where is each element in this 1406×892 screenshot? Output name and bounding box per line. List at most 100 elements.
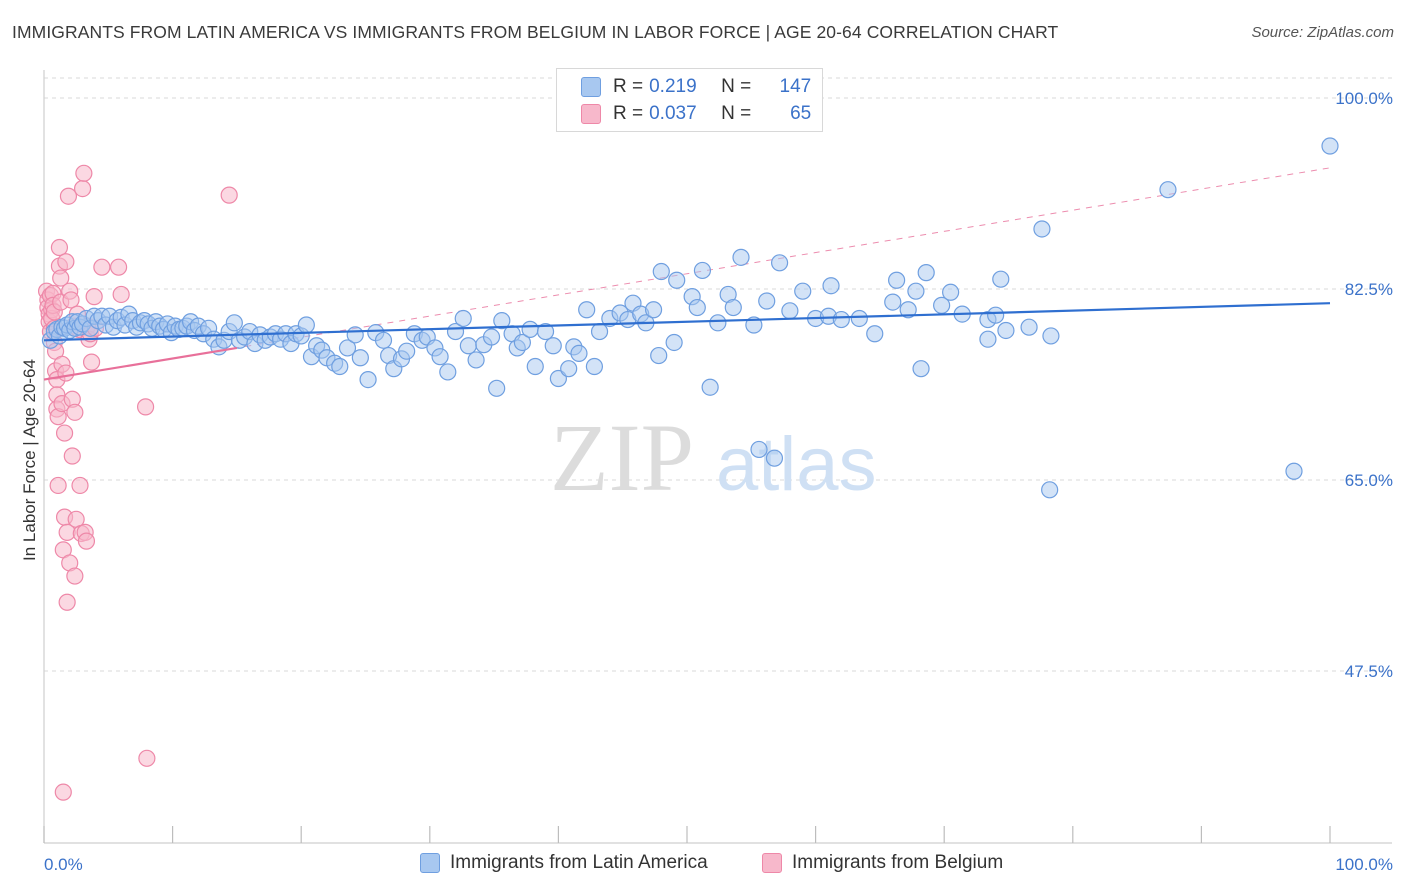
watermark: ZIP atlas: [550, 404, 877, 511]
point-latin-america: [398, 342, 416, 360]
point-belgium: [85, 288, 103, 306]
point-latin-america: [488, 379, 506, 397]
n-label: N =: [721, 76, 752, 97]
point-latin-america: [526, 357, 544, 376]
point-latin-america: [513, 333, 531, 352]
point-latin-america: [544, 337, 562, 355]
point-latin-america: [346, 326, 364, 344]
point-latin-america: [758, 292, 776, 310]
point-belgium: [59, 187, 78, 205]
point-latin-america: [888, 271, 906, 289]
point-latin-america: [822, 277, 840, 295]
y-axis-label: In Labor Force | Age 20-64: [20, 359, 39, 561]
y-tick-label: 47.5%: [1345, 662, 1393, 681]
gridlines: [44, 77, 1392, 672]
point-belgium: [138, 749, 156, 767]
legend-label: Immigrants from Belgium: [792, 852, 1004, 873]
r-value: 0.219: [649, 76, 697, 97]
legend-item-latin-america[interactable]: Immigrants from Latin America: [420, 852, 708, 874]
r-value: 0.037: [649, 103, 697, 124]
tick-labels: 100.0% 82.5% 65.0% 47.5% 0.0% 100.0%: [44, 89, 1393, 874]
watermark-atlas: atlas: [716, 422, 877, 507]
point-latin-america: [493, 312, 511, 330]
point-latin-america: [917, 264, 935, 282]
point-latin-america: [979, 330, 997, 348]
chart-title: IMMIGRANTS FROM LATIN AMERICA VS IMMIGRA…: [12, 22, 1059, 42]
point-belgium: [57, 253, 75, 271]
point-latin-america: [912, 360, 930, 378]
point-latin-america: [832, 310, 850, 329]
point-latin-america: [794, 282, 812, 300]
point-latin-america: [781, 302, 799, 320]
point-latin-america: [907, 282, 925, 300]
point-latin-america: [750, 440, 768, 459]
point-belgium: [62, 291, 80, 309]
point-latin-america: [665, 333, 683, 352]
point-latin-america: [688, 298, 706, 317]
point-latin-america: [1033, 220, 1051, 238]
r-label: R =: [613, 76, 644, 97]
point-latin-america: [765, 449, 784, 467]
legend-swatch-blue: [581, 77, 601, 97]
point-belgium: [71, 476, 89, 495]
point-latin-america: [899, 301, 917, 319]
point-latin-america: [338, 339, 357, 357]
point-belgium: [49, 476, 67, 495]
y-tick-label: 65.0%: [1345, 471, 1393, 490]
legend-swatch-pink: [581, 104, 601, 124]
point-latin-america: [1321, 137, 1339, 155]
legend-item-belgium[interactable]: Immigrants from Belgium: [762, 852, 1003, 874]
point-belgium: [55, 424, 74, 442]
point-latin-america: [585, 357, 604, 376]
watermark-zip: ZIP: [550, 404, 694, 511]
point-latin-america: [439, 363, 457, 381]
point-latin-america: [536, 322, 555, 341]
series-legend: Immigrants from Latin America Immigrants…: [0, 852, 1406, 878]
point-latin-america: [1042, 327, 1060, 345]
point-latin-america: [942, 283, 960, 301]
point-latin-america: [701, 378, 719, 396]
point-latin-america: [331, 357, 349, 376]
stats-row-belgium: R = 0.037 N = 65: [581, 102, 811, 126]
point-latin-america: [866, 325, 884, 343]
point-belgium: [136, 398, 155, 416]
point-latin-america: [1020, 318, 1038, 336]
point-latin-america: [590, 322, 609, 341]
point-latin-america: [850, 309, 868, 328]
point-belgium: [93, 258, 111, 276]
point-latin-america: [454, 309, 472, 328]
point-latin-america: [297, 316, 315, 334]
point-belgium: [57, 364, 75, 382]
point-belgium: [66, 403, 84, 421]
point-belgium: [109, 258, 128, 276]
point-belgium: [54, 783, 72, 801]
point-latin-america: [709, 314, 727, 332]
point-latin-america: [770, 254, 789, 272]
point-belgium: [75, 164, 93, 182]
y-tick-label: 82.5%: [1345, 280, 1393, 299]
point-latin-america: [359, 370, 377, 389]
point-latin-america: [992, 270, 1010, 288]
point-latin-america: [578, 301, 596, 319]
n-value: 147: [779, 76, 812, 97]
axes: [43, 70, 1392, 844]
legend-swatch-blue: [420, 853, 440, 873]
trend-belgium: [43, 346, 238, 381]
x-tick-label: 100.0%: [1335, 855, 1393, 874]
point-belgium: [66, 567, 84, 585]
point-latin-america: [482, 328, 501, 346]
point-belgium: [50, 238, 69, 257]
series-belgium-points: [37, 164, 238, 801]
point-belgium: [112, 285, 130, 304]
point-latin-america: [351, 349, 369, 367]
n-value: 65: [790, 103, 812, 124]
point-latin-america: [459, 337, 477, 355]
n-label: N =: [721, 103, 752, 124]
legend-swatch-pink: [762, 853, 782, 873]
point-belgium: [77, 532, 96, 550]
point-latin-america: [668, 271, 686, 289]
point-belgium: [63, 447, 81, 465]
trend-lines: [43, 302, 1331, 381]
stats-row-latin-america: R = 0.219 N = 147: [581, 75, 811, 99]
